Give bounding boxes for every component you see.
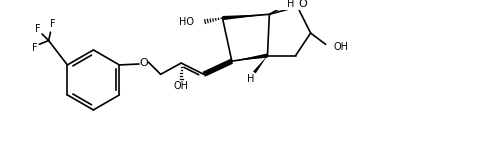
Text: F: F: [32, 43, 37, 53]
Text: O: O: [139, 58, 148, 68]
Text: H: H: [287, 0, 295, 9]
Polygon shape: [253, 56, 267, 73]
Text: H: H: [247, 74, 254, 84]
Polygon shape: [232, 53, 268, 61]
Text: OH: OH: [174, 81, 189, 91]
Text: HO: HO: [179, 17, 194, 27]
Text: F: F: [34, 24, 40, 34]
Text: O: O: [299, 0, 307, 9]
Text: OH: OH: [333, 42, 348, 52]
Polygon shape: [222, 14, 269, 20]
Text: F: F: [50, 19, 55, 29]
